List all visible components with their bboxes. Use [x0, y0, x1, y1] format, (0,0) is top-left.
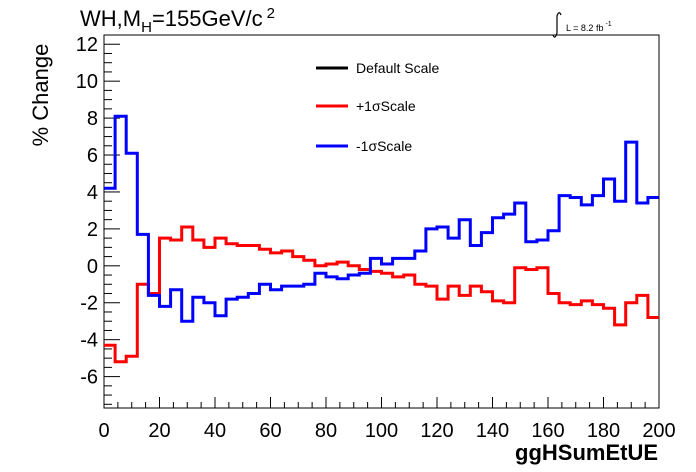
series-line-2: [104, 114, 659, 323]
chart-title-main: WH,M: [80, 6, 141, 31]
legend-label-minus: -1σScale: [356, 138, 412, 154]
axis-ticks: 0 20 40 60 80 100 120 140 160 180 200 -6 -4 -2 0 2 4 6 8 10…: [76, 34, 676, 442]
x-tick-label: 180: [587, 420, 620, 442]
y-tick-label: 6: [87, 145, 98, 167]
series-layer: [104, 114, 659, 364]
legend-entry-minus: -1σScale: [316, 138, 412, 154]
chart-title-superscript: 2: [267, 5, 275, 22]
x-tick-label: 0: [98, 420, 109, 442]
x-axis-label: ggHSumEtUE: [515, 440, 658, 465]
y-tick-label: 2: [87, 219, 98, 241]
chart-title: WH,MH=155GeV/c 2: [80, 5, 275, 36]
legend-entry-plus: +1σScale: [316, 98, 416, 114]
x-tick-label: 60: [259, 420, 281, 442]
y-tick-label: 8: [87, 108, 98, 130]
y-tick-label: 12: [76, 34, 98, 56]
legend-entry-default: Default Scale: [316, 60, 439, 76]
x-tick-label: 200: [642, 420, 675, 442]
y-axis-label: % Change: [28, 44, 53, 147]
legend: Default Scale +1σScale -1σScale: [316, 60, 439, 154]
lumi-label: L = 8.2 fb -1: [552, 12, 612, 38]
x-tick-label: 40: [204, 420, 226, 442]
y-tick-label: 10: [76, 71, 98, 93]
y-tick-label: 4: [87, 182, 98, 204]
integral-sign: [552, 12, 562, 38]
plot-frame: [103, 34, 660, 409]
x-tick-label: 80: [315, 420, 337, 442]
lumi-superscript: -1: [605, 21, 611, 28]
legend-label-default: Default Scale: [356, 60, 439, 76]
x-tick-label: 100: [365, 420, 398, 442]
chart-title-subscript: H: [141, 19, 152, 36]
y-tick-label: -4: [80, 330, 98, 352]
svg-text:L = 8.2 fb-1: L = 8.2 fb -1: [566, 21, 612, 33]
x-tick-label: 120: [420, 420, 453, 442]
y-tick-label: -2: [80, 293, 98, 315]
legend-label-plus: +1σScale: [356, 98, 416, 114]
y-tick-label: -6: [80, 367, 98, 389]
x-tick-label: 160: [531, 420, 564, 442]
x-tick-label: 20: [148, 420, 170, 442]
y-tick-label: 0: [87, 256, 98, 278]
chart-title-rest: =155GeV/c: [152, 6, 263, 31]
x-tick-label: 140: [476, 420, 509, 442]
series-line-1: [104, 225, 659, 364]
lumi-text: L = 8.2 fb: [566, 23, 603, 33]
